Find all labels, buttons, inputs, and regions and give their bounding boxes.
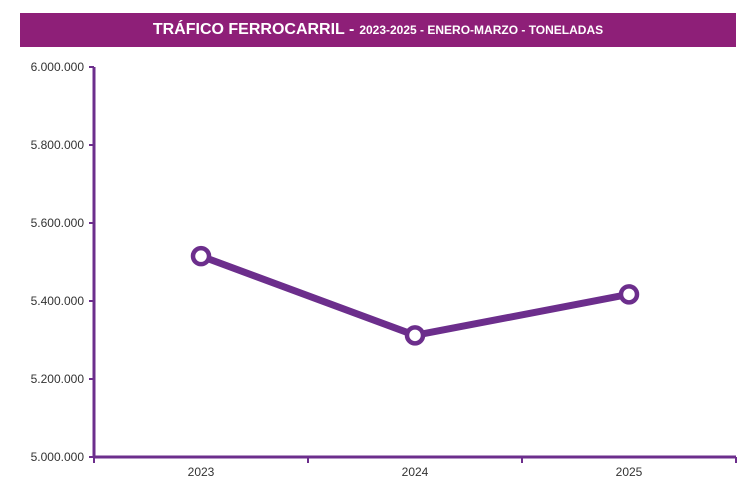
chart-subtitle: 2023-2025 - ENERO-MARZO - TONELADAS bbox=[359, 23, 604, 37]
y-axis-ticks: 5.000.000 5.200.000 5.400.000 5.600.000 5.80… bbox=[31, 60, 94, 464]
series-layer bbox=[190, 245, 640, 346]
x-tick-label: 2025 bbox=[616, 465, 643, 479]
data-point-marker bbox=[618, 284, 640, 305]
x-tick-label: 2023 bbox=[188, 465, 215, 479]
series-line bbox=[197, 252, 633, 339]
x-tick-label: 2024 bbox=[402, 465, 429, 479]
y-tick-label: 5.600.000 bbox=[31, 216, 85, 230]
y-tick-label: 5.000.000 bbox=[31, 450, 85, 464]
chart-axes bbox=[92, 67, 736, 459]
y-tick-label: 5.200.000 bbox=[31, 372, 85, 386]
data-point-marker bbox=[190, 245, 212, 267]
chart-title-bar: TRÁFICO FERROCARRIL - 2023-2025 - ENERO-… bbox=[20, 13, 736, 47]
y-tick-label: 5.400.000 bbox=[31, 294, 85, 308]
y-tick-label: 6.000.000 bbox=[31, 60, 85, 74]
data-point-marker bbox=[404, 325, 426, 346]
chart-title: TRÁFICO FERROCARRIL - bbox=[152, 21, 355, 38]
x-axis-ticks: 2023 2024 2025 bbox=[93, 457, 737, 479]
y-tick-label: 5.800.000 bbox=[31, 138, 85, 152]
